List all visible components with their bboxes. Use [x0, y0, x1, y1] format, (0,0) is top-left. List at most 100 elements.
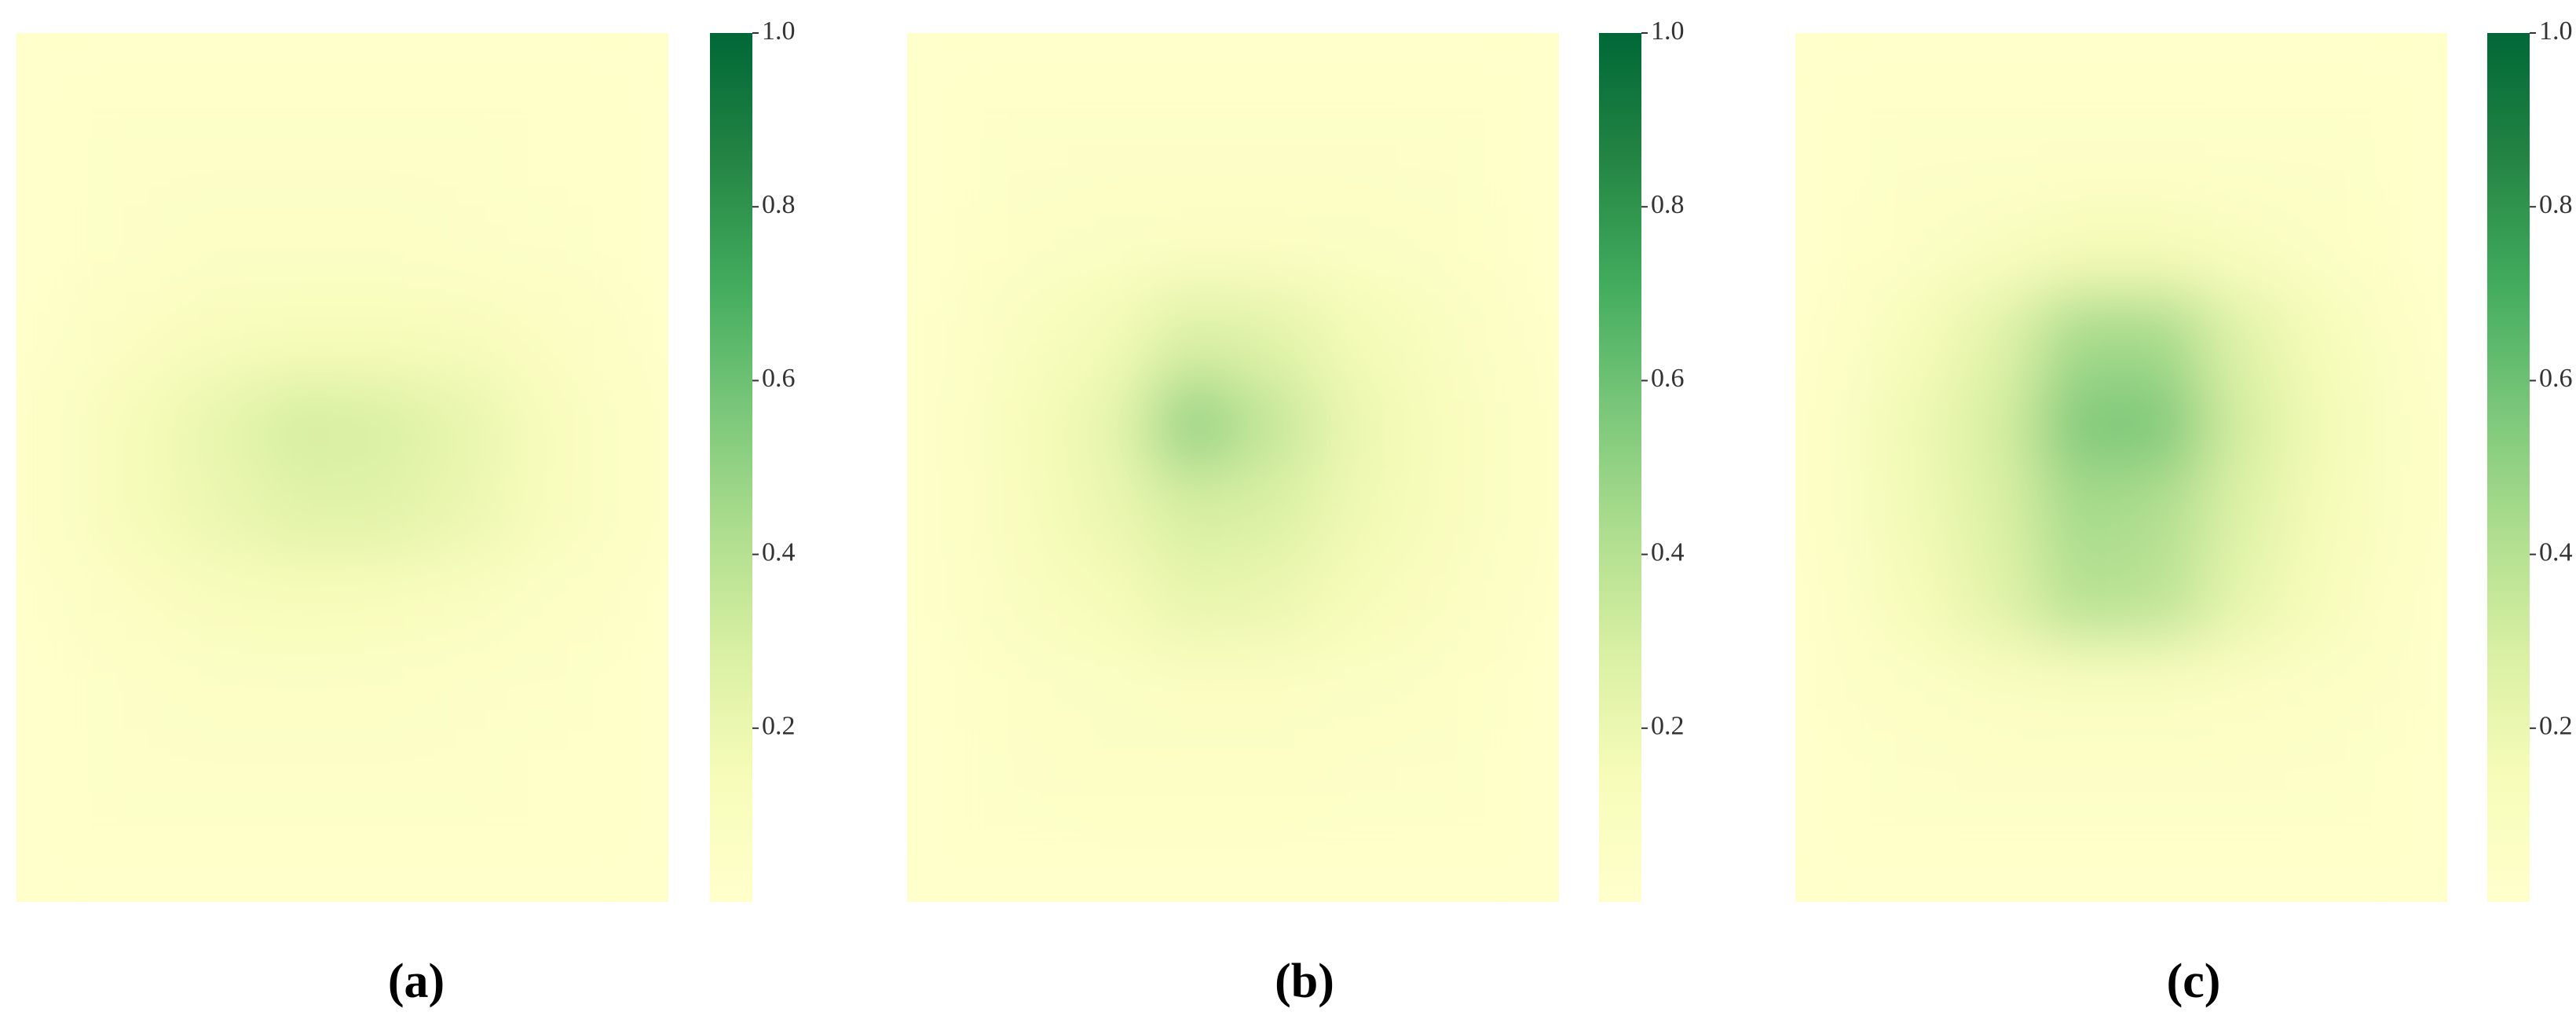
heatmap-cell — [1151, 468, 1234, 556]
heatmap-cell — [261, 728, 343, 816]
heatmap-cell — [2121, 293, 2204, 382]
colorbar-tick-label: 1.0 — [1651, 16, 1685, 46]
panel-caption: (a) — [388, 955, 445, 1008]
heatmap-cell — [2121, 33, 2204, 121]
heatmap-cell — [2040, 119, 2122, 208]
heatmap-cell — [2284, 33, 2367, 121]
heatmap-cell — [2284, 554, 2367, 643]
heatmap-cell — [1958, 468, 2041, 556]
heatmap-cell — [2284, 207, 2367, 295]
heatmap-cell — [342, 554, 425, 643]
colorbar-tick-label: 1.0 — [762, 16, 796, 46]
heatmap-cell — [179, 119, 262, 208]
heatmap-cell — [342, 641, 425, 729]
heatmap-cell — [97, 33, 181, 121]
heatmap-cell — [97, 380, 181, 468]
heatmap-cell — [1151, 554, 1234, 643]
colorbar — [1599, 33, 1641, 902]
heatmap-cell — [1795, 641, 1878, 729]
heatmap-cell — [505, 728, 588, 816]
colorbar-tick-label: 0.6 — [1651, 364, 1685, 393]
heatmap-cell — [16, 554, 99, 643]
heatmap-cell — [2202, 293, 2285, 382]
heatmap-cell — [907, 554, 990, 643]
heatmap-cell — [2366, 554, 2447, 643]
heatmap-cell — [2366, 33, 2447, 121]
heatmap-cell — [2121, 468, 2204, 556]
heatmap-cell — [2121, 815, 2204, 902]
heatmap-cell — [988, 293, 1071, 382]
heatmap-cell — [2366, 380, 2447, 468]
colorbar-tick-label: 0.6 — [762, 364, 796, 393]
colorbar-tick-label: 0.2 — [1651, 712, 1685, 741]
heatmap-cell — [1314, 380, 1397, 468]
heatmap-cell — [2040, 33, 2122, 121]
heatmap-cell — [179, 554, 262, 643]
colorbar-tick-label: 0.4 — [2539, 537, 2573, 566]
heatmap-cell — [1314, 554, 1397, 643]
heatmap-cell — [97, 293, 181, 382]
heatmap-cell — [1795, 119, 1878, 208]
heatmap-cell — [16, 33, 99, 121]
heatmap-cell — [988, 815, 1071, 902]
heatmap-cell — [97, 468, 181, 556]
heatmap-cell — [97, 207, 181, 295]
heatmap-cell — [97, 815, 181, 902]
heatmap-cell — [1396, 380, 1479, 468]
heatmap-cell — [16, 641, 99, 729]
heatmap-cells — [907, 33, 1559, 902]
heatmap-cell — [179, 468, 262, 556]
heatmap-cell — [1233, 554, 1315, 643]
heatmap-cell — [1070, 468, 1153, 556]
heatmap-cell — [342, 33, 425, 121]
heatmap-cell — [1795, 815, 1878, 902]
heatmap-cell — [1070, 641, 1153, 729]
heatmap-cell — [1795, 207, 1878, 295]
heatmap-cell — [1958, 33, 2041, 121]
colorbar-tick-label: 0.2 — [2539, 712, 2573, 741]
heatmap-cell — [587, 293, 668, 382]
heatmap-cell — [1958, 554, 2041, 643]
heatmap-cell — [342, 728, 425, 816]
heatmap-cell — [907, 293, 990, 382]
heatmap-cell — [907, 33, 990, 121]
heatmap-cell — [1795, 33, 1878, 121]
heatmap-cell — [1233, 293, 1315, 382]
heatmap-cell — [1477, 293, 1559, 382]
heatmap-cell — [16, 728, 99, 816]
heatmap-cell — [988, 207, 1071, 295]
heatmap-cell — [2202, 554, 2285, 643]
heatmap-cell — [907, 728, 990, 816]
heatmap-cell — [2284, 728, 2367, 816]
heatmap-cell — [423, 207, 507, 295]
heatmap-cell — [907, 815, 990, 902]
colorbar-tick-label: 1.0 — [2539, 16, 2573, 46]
heatmap-cell — [261, 815, 343, 902]
heatmap-cell — [587, 207, 668, 295]
heatmap-cell — [1876, 293, 1959, 382]
heatmap-cell — [423, 815, 507, 902]
heatmap-cell — [1958, 119, 2041, 208]
heatmap-cell — [261, 641, 343, 729]
heatmap-cell — [2121, 728, 2204, 816]
heatmap-cell — [179, 728, 262, 816]
heatmap-cell — [2040, 728, 2122, 816]
heatmap-cell — [1070, 380, 1153, 468]
heatmap-cell — [587, 728, 668, 816]
heatmap-cell — [505, 119, 588, 208]
colorbar-tick-label: 0.4 — [1651, 537, 1685, 566]
heatmap-cell — [423, 33, 507, 121]
heatmap — [1795, 33, 2447, 902]
heatmap-cell — [2202, 815, 2285, 902]
heatmap-cell — [97, 119, 181, 208]
heatmap-cell — [2040, 380, 2122, 468]
heatmap-cell — [1396, 641, 1479, 729]
heatmap-cells — [1795, 33, 2447, 902]
heatmap-cell — [1396, 33, 1479, 121]
heatmap-cell — [179, 641, 262, 729]
colorbar-tick-label: 0.6 — [2539, 364, 2573, 393]
heatmap-cell — [1876, 815, 1959, 902]
heatmap-cell — [342, 207, 425, 295]
heatmap-cell — [2121, 641, 2204, 729]
heatmap-cell — [1958, 815, 2041, 902]
